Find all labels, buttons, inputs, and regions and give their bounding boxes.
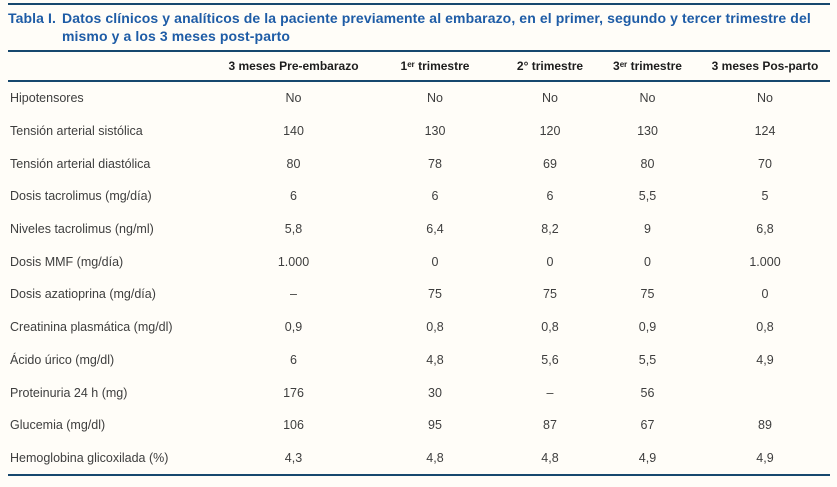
cell-value: 5,5 <box>638 352 657 367</box>
cell-value: 6,4 <box>426 222 444 237</box>
cell-value: 8,2 <box>541 222 559 237</box>
row-label: Hipotensores <box>10 91 84 106</box>
cell-value: 87 <box>543 418 557 433</box>
cell-value: 95 <box>428 418 442 433</box>
cell-value: – <box>290 287 297 302</box>
cell-value: 0 <box>761 287 769 302</box>
column-header-pre-embarazo: 3 meses Pre-embarazo <box>222 50 365 82</box>
table-row: Niveles tacrolimus (ng/ml) 5,8 6,4 8,2 9… <box>8 213 830 246</box>
table-title: Tabla I. Datos clínicos y analíticos de … <box>8 9 830 45</box>
cell-value: 70 <box>758 156 772 171</box>
cell-value: 0,9 <box>638 320 657 335</box>
table-row: Dosis tacrolimus (mg/día) 6 6 6 5,5 5 <box>8 180 830 213</box>
row-label: Hemoglobina glicoxilada (%) <box>8 441 222 477</box>
table-row: Glucemia (mg/dl) 106 95 87 67 89 <box>8 409 830 442</box>
cell-value: 4,3 <box>222 441 365 477</box>
cell-value: 124 <box>754 124 776 139</box>
cell-value: 0 <box>644 254 651 269</box>
table-row: Hipotensores No No No No No <box>8 81 830 115</box>
cell-value: 130 <box>637 124 658 139</box>
cell-value: 75 <box>543 287 557 302</box>
cell-value: 5,6 <box>541 352 559 367</box>
cell-value: 5,5 <box>638 189 657 204</box>
cell-value: 106 <box>283 418 304 433</box>
cell-value: No <box>757 91 773 106</box>
column-header-primer-trimestre: 1ᵉʳ trimestre <box>365 50 505 82</box>
table-row: Tensión arterial diastólica 80 78 69 80 … <box>8 147 830 180</box>
cell-value: 9 <box>644 222 651 237</box>
cell-value: 67 <box>640 418 655 433</box>
row-label: Dosis azatioprina (mg/día) <box>10 287 156 302</box>
column-header-empty <box>8 50 222 82</box>
cell-value: 1.000 <box>277 254 310 269</box>
row-label: Dosis tacrolimus (mg/día) <box>10 189 152 204</box>
cell-value: 89 <box>758 418 772 433</box>
cell-value: 4,9 <box>700 441 830 477</box>
row-label: Dosis MMF (mg/día) <box>10 254 124 269</box>
cell-value: 176 <box>283 385 304 400</box>
cell-value: 5,8 <box>284 222 303 237</box>
cell-value: – <box>546 385 554 400</box>
column-header-tercer-trimestre: 3ᵉʳ trimestre <box>595 50 700 82</box>
cell-value: 0 <box>431 254 439 269</box>
row-label: Creatinina plasmática (mg/dl) <box>10 320 173 335</box>
row-label: Niveles tacrolimus (ng/ml) <box>10 222 154 237</box>
column-header-segundo-trimestre: 2° trimestre <box>505 50 595 82</box>
cell-value: 6 <box>290 189 297 204</box>
cell-value: 140 <box>283 124 304 139</box>
cell-value: 130 <box>424 124 446 139</box>
cell-value: 0,8 <box>541 320 559 335</box>
cell-value: 80 <box>286 156 301 171</box>
cell-value: 80 <box>640 156 655 171</box>
cell-value: 4,8 <box>426 352 444 367</box>
cell-value: 6 <box>290 352 297 367</box>
table-row: Hemoglobina glicoxilada (%) 4,3 4,8 4,8 … <box>8 441 830 477</box>
cell-value: 6 <box>546 189 554 204</box>
cell-value: 6,8 <box>756 222 774 237</box>
cell-value: 4,9 <box>756 352 774 367</box>
cell-value: 56 <box>640 385 655 400</box>
cell-value: 0 <box>546 254 554 269</box>
cell-value: 69 <box>543 156 557 171</box>
cell-value: 120 <box>539 124 561 139</box>
cell-value: 4,8 <box>505 441 595 477</box>
cell-value: No <box>639 91 656 106</box>
column-header-pos-parto: 3 meses Pos-parto <box>700 50 830 82</box>
row-label: Ácido úrico (mg/dl) <box>10 352 115 367</box>
row-label: Tensión arterial sistólica <box>10 124 143 139</box>
cell-value: 75 <box>640 287 655 302</box>
table-row: Dosis azatioprina (mg/día) – 75 75 75 0 <box>8 278 830 311</box>
cell-value: 4,8 <box>365 441 505 477</box>
cell-value: 75 <box>428 287 442 302</box>
cell-value: No <box>542 91 558 106</box>
table-row: Dosis MMF (mg/día) 1.000 0 0 0 1.000 <box>8 245 830 278</box>
cell-value: 30 <box>428 385 442 400</box>
table-row: Creatinina plasmática (mg/dl) 0,9 0,8 0,… <box>8 311 830 344</box>
header-row: 3 meses Pre-embarazo 1ᵉʳ trimestre 2° tr… <box>8 50 830 82</box>
cell-value: 0,9 <box>284 320 303 335</box>
cell-value: 78 <box>428 156 442 171</box>
table-title-label: Tabla I. <box>8 10 56 26</box>
cell-value: 0,8 <box>756 320 774 335</box>
row-label: Tensión arterial diastólica <box>10 156 151 171</box>
cell-value: 4,9 <box>595 441 700 477</box>
cell-value <box>700 376 830 409</box>
top-rule <box>8 3 830 5</box>
table-title-text: Datos clínicos y analíticos de la pacien… <box>62 10 811 44</box>
cell-value: 5 <box>761 189 769 204</box>
row-label: Glucemia (mg/dl) <box>10 418 106 433</box>
cell-value: No <box>285 91 302 106</box>
cell-value: 0,8 <box>426 320 444 335</box>
table-row: Proteinuria 24 h (mg) 176 30 – 56 <box>8 376 830 409</box>
table-row: Ácido úrico (mg/dl) 6 4,8 5,6 5,5 4,9 <box>8 344 830 377</box>
cell-value: No <box>427 91 443 106</box>
table-row: Tensión arterial sistólica 140 130 120 1… <box>8 115 830 148</box>
cell-value: 6 <box>431 189 439 204</box>
clinical-data-table: 3 meses Pre-embarazo 1ᵉʳ trimestre 2° tr… <box>8 50 830 477</box>
cell-value: 1.000 <box>749 254 781 269</box>
row-label: Proteinuria 24 h (mg) <box>10 385 128 400</box>
